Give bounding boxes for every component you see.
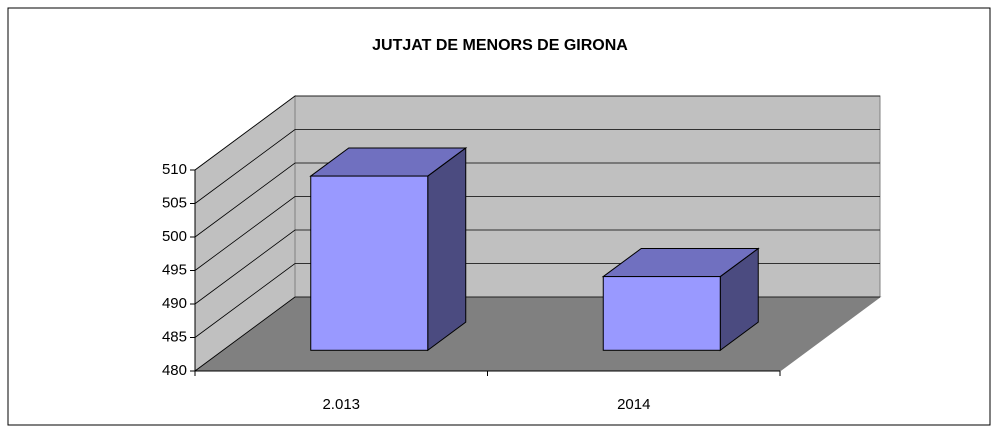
bar [602,276,721,351]
bar-side [427,146,467,352]
y-tick-label: 485 [162,328,187,345]
y-tick-label: 495 [162,261,187,278]
grid-line [194,162,880,238]
x-tick-label: 2.013 [322,396,360,413]
grid-line [194,95,880,171]
x-tick-label: 2014 [617,396,650,413]
grid-line [194,129,880,204]
y-tick-label: 490 [162,295,187,312]
grid-line [194,229,880,305]
y-tick-label: 505 [162,194,187,211]
bar [310,175,429,351]
floor [193,296,882,372]
y-tick-label: 510 [162,161,187,178]
chart-title: JUTJAT DE MENORS DE GIRONA [372,37,628,54]
y-tick-label: 500 [162,228,187,245]
y-tick-label: 480 [162,362,187,379]
grid-line [194,196,880,271]
